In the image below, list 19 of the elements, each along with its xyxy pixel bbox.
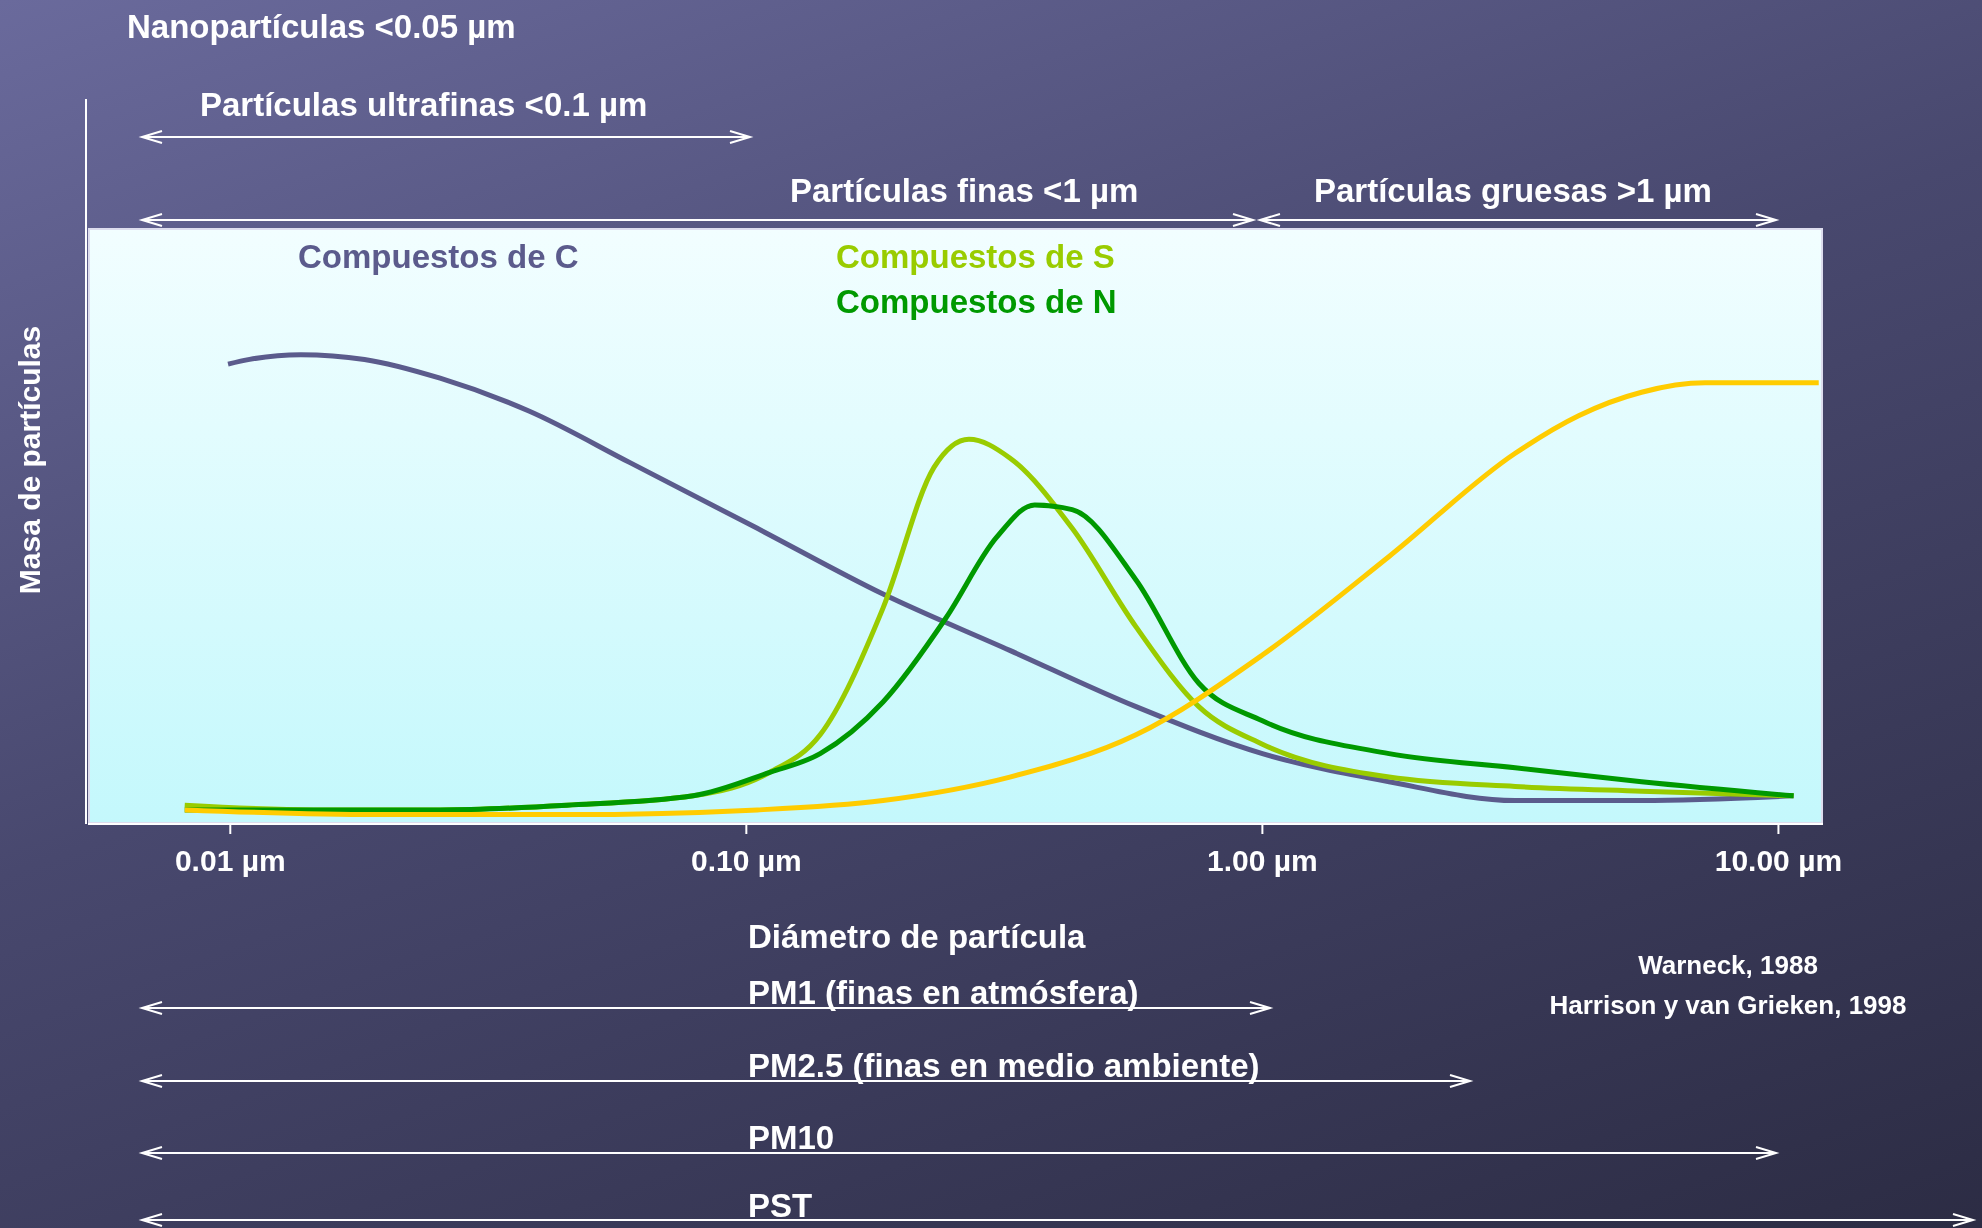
text: PM1 (finas en atmósfera): [748, 974, 1139, 1012]
y-axis-title: Masa de partículas: [13, 325, 47, 595]
text: Compuestos de S: [836, 238, 1115, 276]
x-axis-title: Diámetro de partícula: [748, 918, 1086, 956]
text: Partículas gruesas >1 µm: [1314, 172, 1712, 210]
text: Partículas ultrafinas <0.1 µm: [200, 86, 648, 124]
x-tick-label: 1.00 µm: [1207, 844, 1318, 878]
text: Harrison y van Grieken, 1998: [1549, 990, 1907, 1021]
x-tick-label: 0.10 µm: [690, 844, 802, 878]
text: Compuestos de N: [836, 283, 1117, 321]
text: Compuestos de C: [298, 238, 579, 276]
x-tick-label: 10.00 µm: [1714, 844, 1843, 878]
x-tick-label: 0.01 µm: [174, 844, 286, 878]
text: PM2.5 (finas en medio ambiente): [748, 1047, 1260, 1085]
text: PM10: [748, 1119, 835, 1157]
text: Nanopartículas <0.05 µm: [127, 8, 516, 46]
text: Warneck, 1988: [1638, 950, 1818, 981]
text: Partículas finas <1 µm: [790, 172, 1139, 210]
text: PST: [748, 1187, 813, 1225]
